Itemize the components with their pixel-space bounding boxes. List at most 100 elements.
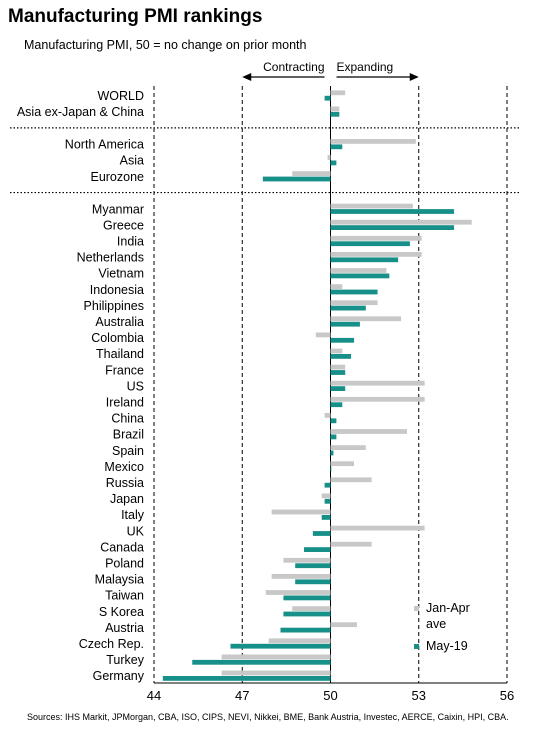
bar-jan-apr — [330, 396, 425, 402]
category-label: Japan — [110, 492, 144, 506]
category-label: Myanmar — [92, 202, 144, 216]
bar-may — [324, 498, 331, 504]
x-tick-label: 44 — [147, 688, 161, 703]
bar-jan-apr — [271, 509, 331, 515]
bar-jan-apr — [265, 590, 331, 595]
expanding-arrowhead — [409, 73, 419, 81]
legend-label: May-19 — [426, 639, 468, 653]
category-label: Philippines — [84, 299, 144, 313]
legend-label: ave — [426, 617, 446, 631]
bar-may — [330, 434, 337, 440]
bar-jan-apr — [330, 525, 425, 531]
category-label: India — [117, 235, 144, 249]
expanding-label: Expanding — [337, 60, 394, 74]
bar-jan-apr — [330, 461, 355, 467]
bar-jan-apr — [330, 380, 425, 386]
category-label: Malaysia — [95, 573, 144, 587]
bar-jan-apr — [330, 429, 407, 434]
source-note: Sources: IHS Markit, JPMorgan, CBA, ISO,… — [27, 712, 509, 722]
bar-jan-apr — [330, 90, 346, 96]
category-label: North America — [65, 138, 144, 152]
x-tick-label: 50 — [323, 688, 337, 703]
category-label: Thailand — [96, 347, 144, 361]
bar-jan-apr — [330, 284, 343, 289]
category-label: Greece — [103, 218, 144, 232]
bar-jan-apr — [330, 203, 413, 209]
bar-may — [330, 337, 355, 343]
bar-may — [330, 160, 337, 166]
bar-jan-apr — [330, 348, 343, 354]
bar-jan-apr — [324, 413, 331, 418]
contracting-label: Contracting — [263, 60, 324, 74]
category-label: US — [127, 379, 144, 393]
bar-jan-apr — [330, 252, 422, 257]
bar-jan-apr — [330, 106, 340, 112]
category-label: Asia ex-Japan & China — [17, 105, 144, 119]
bar-may — [330, 321, 360, 327]
category-label: Colombia — [91, 331, 144, 345]
bar-jan-apr — [292, 171, 331, 176]
category-label: Turkey — [106, 653, 144, 667]
bar-may — [330, 370, 346, 375]
bar-may — [330, 402, 343, 408]
bar-jan-apr — [330, 364, 346, 370]
category-label: China — [111, 412, 144, 426]
bar-may — [321, 515, 331, 520]
bar-may — [330, 418, 337, 424]
bar-jan-apr — [330, 139, 416, 144]
bar-may — [330, 241, 410, 247]
category-label: Czech Rep. — [79, 637, 144, 651]
bar-may — [330, 289, 378, 295]
bar-jan-apr — [330, 268, 387, 273]
bar-jan-apr — [221, 670, 331, 676]
category-label: WORLD — [97, 89, 144, 103]
category-label: Poland — [105, 557, 144, 571]
bar-may — [324, 95, 331, 101]
bar-may — [192, 659, 331, 665]
bar-may — [262, 176, 331, 182]
contracting-arrowhead — [242, 73, 252, 81]
bar-jan-apr — [330, 445, 366, 450]
bar-jan-apr — [330, 477, 372, 483]
category-label: Russia — [106, 476, 144, 490]
bar-jan-apr — [271, 574, 331, 579]
category-label: Austria — [105, 621, 144, 635]
category-label: Germany — [93, 669, 145, 683]
category-label: Canada — [100, 540, 144, 554]
bar-jan-apr — [330, 300, 378, 306]
category-label: Brazil — [113, 428, 144, 442]
bar-jan-apr — [283, 557, 331, 563]
bar-may — [324, 482, 331, 488]
bar-may — [330, 450, 334, 456]
bar-may — [230, 643, 331, 649]
bar-jan-apr — [330, 316, 402, 322]
bar-jan-apr — [315, 332, 331, 338]
bar-jan-apr — [330, 622, 357, 628]
legend-label: Jan-Apr — [426, 601, 470, 615]
bar-may — [330, 209, 455, 214]
category-label: Ireland — [106, 396, 144, 410]
bar-may — [330, 273, 390, 279]
category-label: Indonesia — [90, 283, 144, 297]
bar-may — [280, 627, 331, 633]
category-label: Taiwan — [105, 589, 144, 603]
category-label: Eurozone — [90, 170, 144, 184]
category-label: Asia — [120, 154, 144, 168]
bar-may — [330, 111, 340, 117]
bar-may — [330, 257, 399, 263]
bar-jan-apr — [327, 155, 331, 160]
bar-jan-apr — [221, 654, 331, 660]
x-tick-label: 53 — [412, 688, 426, 703]
bar-jan-apr — [321, 493, 331, 499]
bar-may — [304, 547, 331, 552]
x-tick-label: 47 — [235, 688, 249, 703]
category-label: Italy — [121, 508, 145, 522]
category-label: UK — [127, 524, 145, 538]
bar-may — [330, 386, 346, 391]
legend-swatch — [414, 644, 419, 649]
chart-title: Manufacturing PMI rankings — [8, 6, 263, 27]
bar-may — [283, 595, 331, 601]
bar-jan-apr — [330, 235, 422, 241]
category-label: Mexico — [104, 460, 144, 474]
category-label: France — [105, 363, 144, 377]
